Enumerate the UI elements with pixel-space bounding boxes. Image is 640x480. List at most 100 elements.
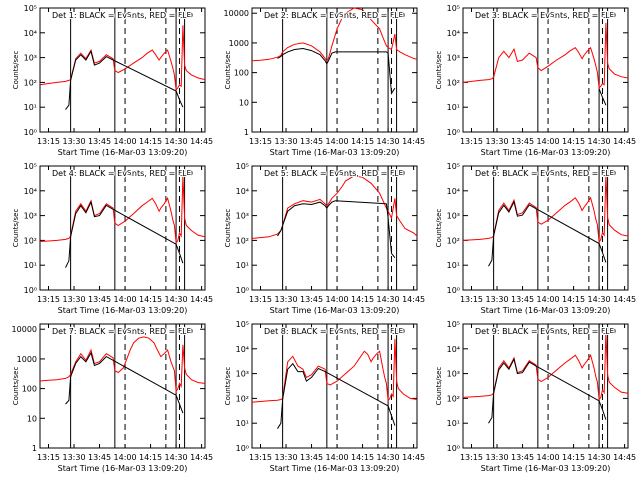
event-mark-label: S xyxy=(127,327,132,335)
plot-frame xyxy=(462,165,629,291)
lld-series-line xyxy=(462,22,629,89)
y-tick-label: 1000 xyxy=(229,39,249,48)
event-mark-label: S xyxy=(550,327,555,335)
event-mark-label: F xyxy=(601,169,605,177)
event-mark-label: E xyxy=(399,169,403,177)
y-tick-label: 10² xyxy=(236,236,249,245)
x-axis-label: Start Time (16-Mar-03 13:09:20) xyxy=(481,148,611,157)
events-series-line xyxy=(65,200,184,268)
y-axis-label: Counts/sec xyxy=(435,209,443,248)
x-tick-label: 14:00 xyxy=(537,453,560,462)
y-axis-label: Counts/sec xyxy=(12,367,20,406)
events-series-line xyxy=(488,357,607,424)
x-tick-label: 14:45 xyxy=(402,453,425,462)
plot-frame xyxy=(39,165,206,291)
plot-frame xyxy=(39,7,206,133)
y-tick-label: 10¹ xyxy=(24,261,37,270)
y-tick-label: 10 xyxy=(239,98,249,107)
y-tick-label: 10⁰ xyxy=(447,286,460,295)
event-mark-label: S xyxy=(339,327,344,335)
y-tick-label: 10⁴ xyxy=(236,187,249,196)
y-axis-label: Counts/sec xyxy=(224,367,232,406)
y-tick-label: 10⁰ xyxy=(24,286,37,295)
y-tick-label: 10¹ xyxy=(447,419,460,428)
x-tick-label: 14:30 xyxy=(165,137,188,146)
lld-series-line xyxy=(462,332,629,401)
panel-title: Det 1: BLACK = Events, RED = LLD xyxy=(52,11,193,20)
x-tick-label: 13:15 xyxy=(460,137,483,146)
event-mark-label: E xyxy=(610,327,614,335)
x-tick-label: 13:15 xyxy=(37,453,60,462)
event-mark-label: S xyxy=(339,169,344,177)
x-tick-label: 14:30 xyxy=(588,295,611,304)
x-tick-label: 13:45 xyxy=(88,295,111,304)
x-axis-label: Start Time (16-Mar-03 13:09:20) xyxy=(270,148,400,157)
y-tick-label: 10⁰ xyxy=(447,128,460,137)
events-series-line xyxy=(65,351,184,414)
event-mark-label: E xyxy=(187,11,191,19)
x-tick-label: 13:30 xyxy=(274,137,297,146)
y-tick-label: 10⁴ xyxy=(447,345,460,354)
x-tick-label: 13:15 xyxy=(460,453,483,462)
x-tick-label: 14:30 xyxy=(377,453,400,462)
det-3-panel: 13:15 13:30 13:45 14:00 14:15 14:30 14:45 10⁰ 10… xyxy=(435,4,636,157)
events-series-line xyxy=(277,362,396,429)
x-tick-label: 14:15 xyxy=(562,295,585,304)
x-tick-label: 14:15 xyxy=(139,453,162,462)
y-axis-label: Counts/sec xyxy=(435,367,443,406)
x-tick-label: 13:45 xyxy=(300,295,323,304)
x-tick-label: 14:45 xyxy=(190,137,213,146)
x-tick-label: 13:30 xyxy=(485,137,508,146)
lld-series-line xyxy=(251,338,418,403)
y-tick-label: 10⁵ xyxy=(24,162,37,171)
y-axis-label: Counts/sec xyxy=(435,51,443,90)
x-tick-label: 14:30 xyxy=(165,295,188,304)
y-tick-label: 10⁵ xyxy=(236,162,249,171)
x-tick-label: 14:45 xyxy=(613,137,636,146)
event-mark-label: E xyxy=(610,11,614,19)
x-tick-label: 14:30 xyxy=(377,137,400,146)
x-axis-label: Start Time (16-Mar-03 13:09:20) xyxy=(58,148,188,157)
x-tick-label: 13:30 xyxy=(485,453,508,462)
x-axis-label: Start Time (16-Mar-03 13:09:20) xyxy=(270,306,400,315)
y-tick-label: 10² xyxy=(447,394,460,403)
det-9-panel: 13:15 13:30 13:45 14:00 14:15 14:30 14:45 10⁰ 10… xyxy=(435,320,636,473)
y-tick-label: 10¹ xyxy=(24,103,37,112)
lld-series-line xyxy=(39,175,206,245)
event-mark-label: S xyxy=(127,169,132,177)
x-tick-label: 14:45 xyxy=(190,295,213,304)
y-tick-label: 10000 xyxy=(12,325,37,334)
x-tick-label: 13:15 xyxy=(249,295,272,304)
y-axis-label: Counts/sec xyxy=(12,51,20,90)
x-tick-label: 14:15 xyxy=(351,295,374,304)
y-axis-label: Counts/sec xyxy=(12,209,20,248)
y-tick-label: 100 xyxy=(234,69,249,78)
x-tick-label: 13:30 xyxy=(274,295,297,304)
x-tick-label: 13:45 xyxy=(300,453,323,462)
x-tick-label: 13:30 xyxy=(62,295,85,304)
event-mark-label: F xyxy=(390,169,394,177)
lld-series-line xyxy=(462,175,629,244)
x-tick-label: 14:00 xyxy=(326,453,349,462)
y-tick-label: 10³ xyxy=(447,54,460,63)
event-mark-label: E xyxy=(187,169,191,177)
event-mark-label: S xyxy=(127,11,132,19)
y-tick-label: 10³ xyxy=(24,212,37,221)
x-tick-label: 13:45 xyxy=(511,137,534,146)
x-axis-label: Start Time (16-Mar-03 13:09:20) xyxy=(481,306,611,315)
lld-series-line xyxy=(251,175,418,239)
event-mark-label: F xyxy=(390,11,394,19)
y-tick-label: 10² xyxy=(24,78,37,87)
events-series-line xyxy=(277,47,396,95)
plot-frame xyxy=(462,323,629,449)
y-tick-label: 10000 xyxy=(224,9,249,18)
panel-title: Det 3: BLACK = Events, RED = LLD xyxy=(475,11,616,20)
panel-title: Det 7: BLACK = Events, RED = LLD xyxy=(52,327,193,336)
det-1-panel: 13:15 13:30 13:45 14:00 14:15 14:30 14:45 10⁰ 10… xyxy=(12,4,213,157)
x-tick-label: 14:30 xyxy=(588,137,611,146)
x-tick-label: 14:00 xyxy=(326,137,349,146)
y-tick-label: 10⁰ xyxy=(236,286,249,295)
x-tick-label: 14:45 xyxy=(190,453,213,462)
event-mark-label: E xyxy=(187,327,191,335)
plot-frame xyxy=(251,323,418,449)
